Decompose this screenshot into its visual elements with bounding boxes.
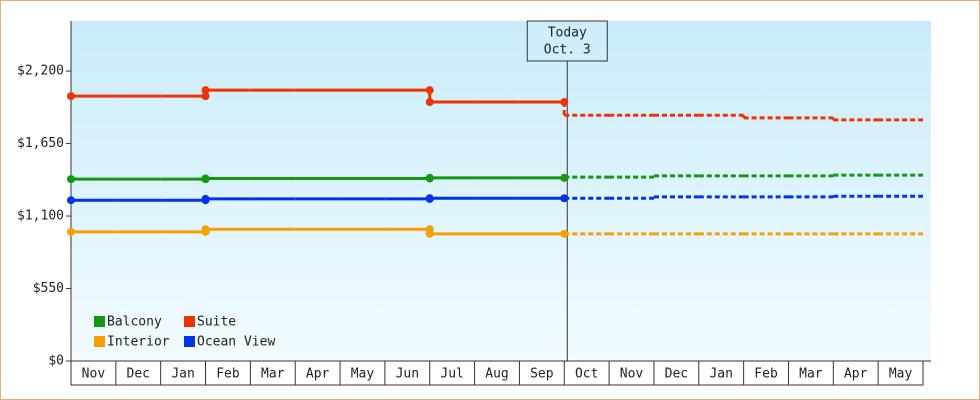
- x-tick-label: Dec: [127, 367, 150, 382]
- x-tick-label: Feb: [754, 367, 778, 382]
- point: [67, 227, 75, 236]
- point: [201, 174, 210, 183]
- x-tick-label: Mar: [261, 367, 285, 382]
- today-box: [526, 20, 608, 62]
- today-label: Oct. 3: [544, 43, 591, 58]
- point: [201, 92, 210, 101]
- x-tick-label: Apr: [844, 367, 868, 382]
- x-tick-label: May: [889, 367, 913, 382]
- legend-swatch: [94, 336, 105, 347]
- x-tick-label: Nov: [82, 367, 106, 382]
- y-tick-label: $550: [33, 281, 64, 296]
- y-tick-label: $1,100: [17, 209, 64, 224]
- point: [201, 225, 210, 234]
- x-tick-label: Jun: [396, 367, 419, 382]
- x-tick-label: Feb: [216, 367, 240, 382]
- point: [425, 86, 434, 95]
- legend-label: Balcony: [107, 315, 162, 330]
- x-tick-label: Sep: [530, 367, 554, 382]
- x-axis-box: [70, 360, 924, 386]
- legend-swatch: [94, 316, 105, 327]
- legend-label: Ocean View: [197, 335, 275, 350]
- x-tick-label: Jan: [171, 367, 194, 382]
- x-tick-label: Jan: [709, 367, 732, 382]
- x-tick-label: Dec: [665, 367, 688, 382]
- legend-swatch: [184, 336, 195, 347]
- y-tick-label: $1,650: [17, 136, 64, 151]
- point: [425, 229, 434, 238]
- legend-label: Suite: [197, 315, 236, 330]
- y-tick-label: $2,200: [17, 64, 64, 79]
- x-tick-label: Aug: [485, 367, 508, 382]
- plot-area: [71, 21, 931, 361]
- legend-label: Interior: [107, 335, 170, 350]
- x-tick-label: Apr: [306, 367, 330, 382]
- point: [201, 86, 210, 95]
- point: [425, 98, 434, 107]
- point: [67, 175, 75, 184]
- point: [425, 173, 434, 182]
- legend-swatch: [184, 316, 195, 327]
- x-tick-label: Mar: [799, 367, 823, 382]
- x-tick-label: Nov: [620, 367, 644, 382]
- point: [425, 194, 434, 203]
- today-label: Today: [548, 26, 587, 41]
- x-tick-label: Oct: [575, 367, 598, 382]
- point: [201, 194, 210, 203]
- x-tick-label: Jul: [440, 367, 463, 382]
- point: [67, 196, 75, 205]
- y-tick-label: $0: [48, 354, 64, 369]
- point: [67, 92, 75, 101]
- x-tick-label: May: [351, 367, 375, 382]
